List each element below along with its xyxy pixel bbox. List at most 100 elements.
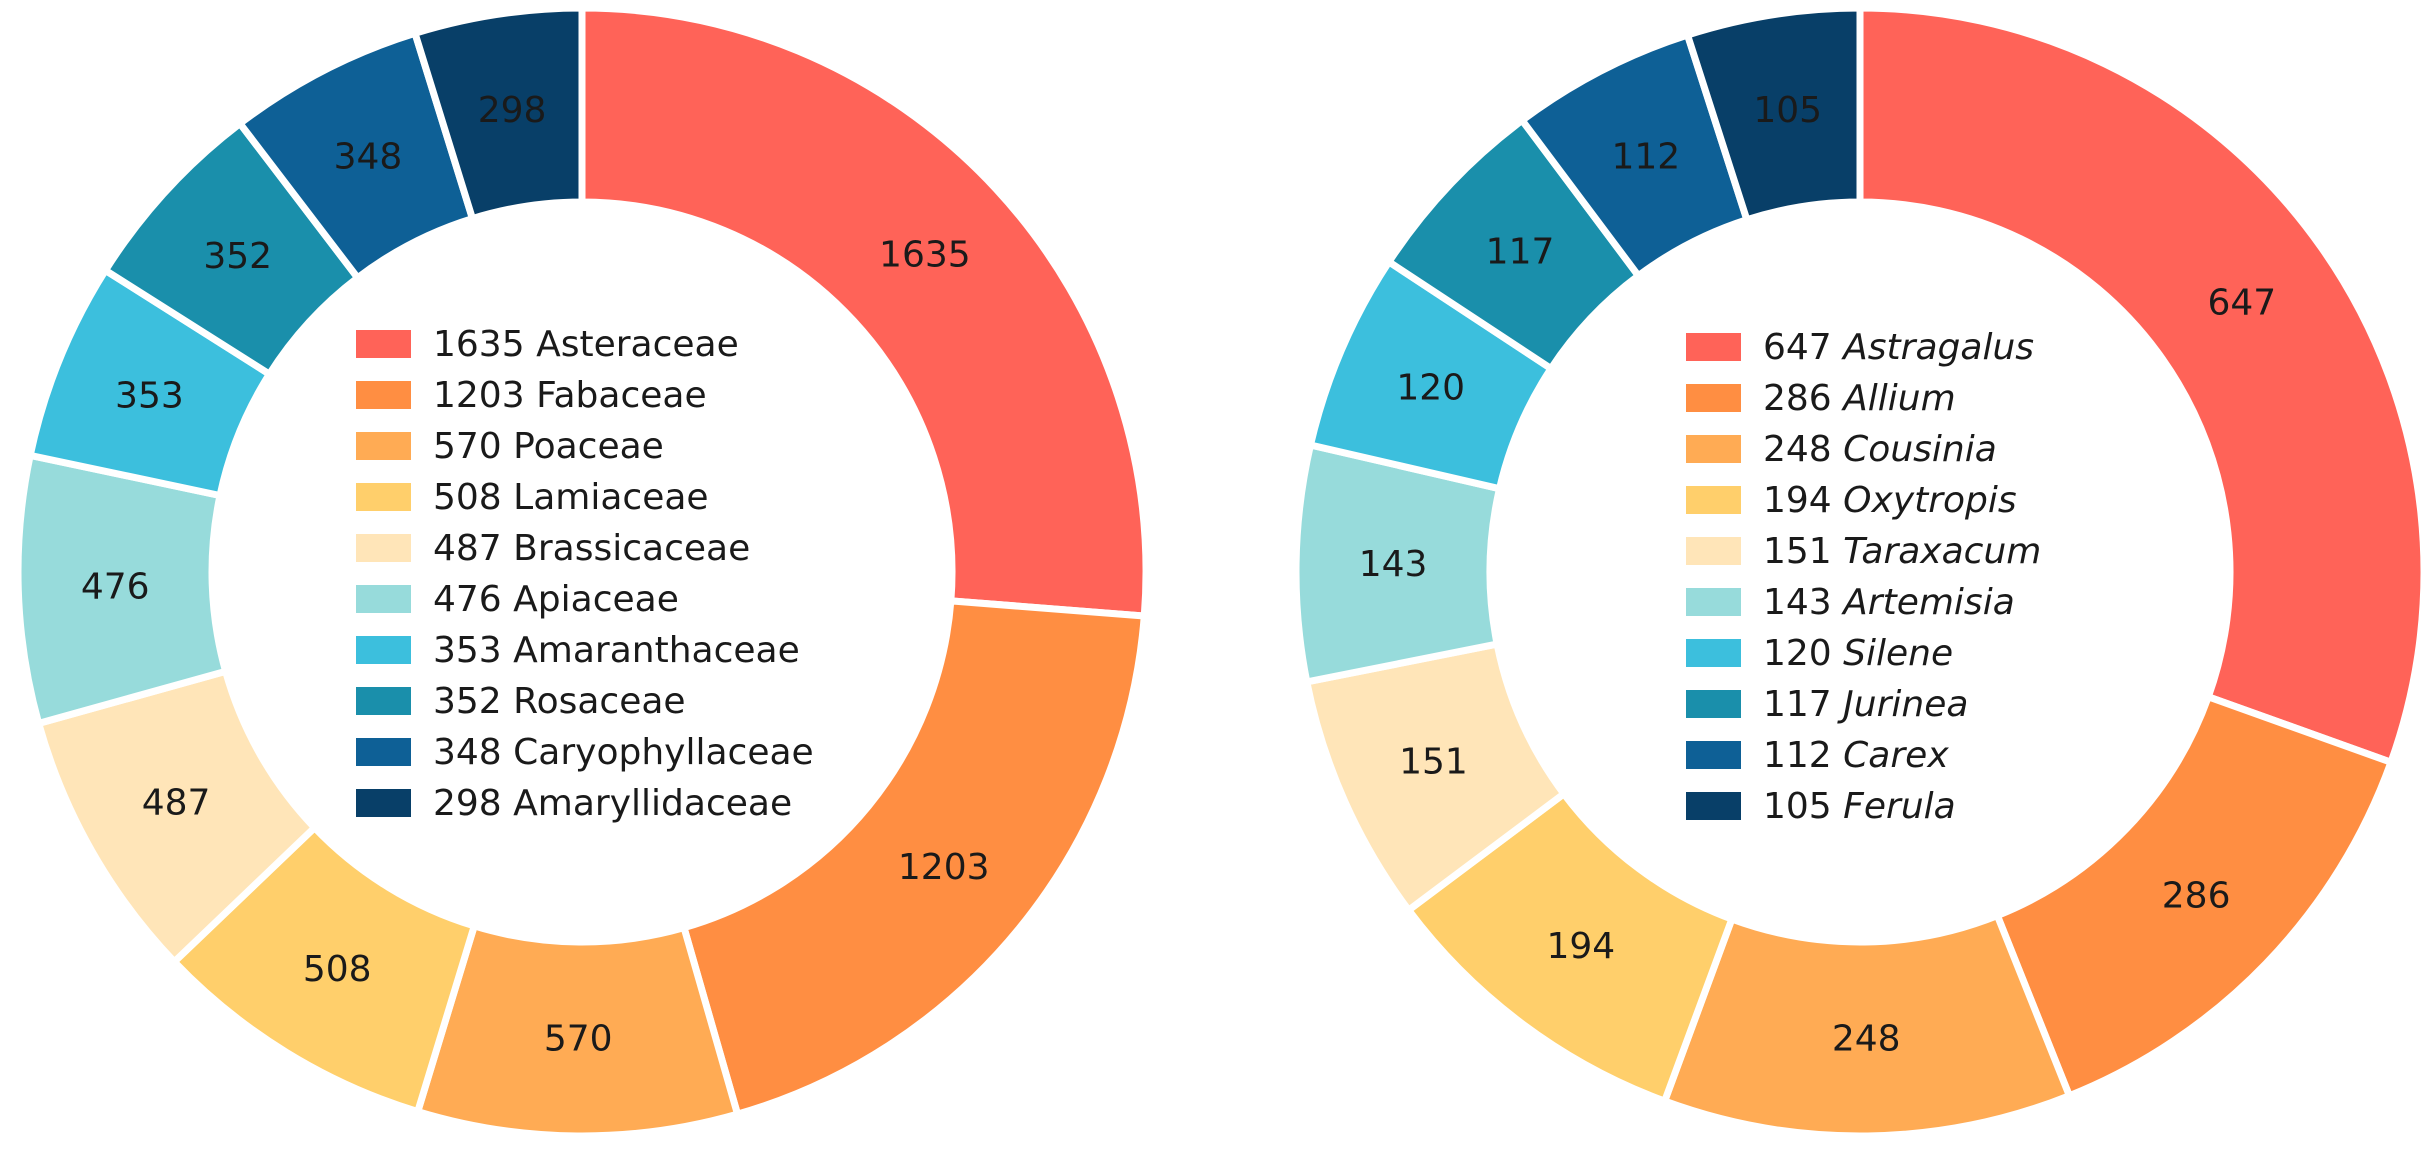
slice-amaryllidaceae [410,4,586,223]
slice-value-label: 143 [1359,544,1428,585]
slice-value-label: 348 [334,136,403,177]
legend-swatch [1686,384,1741,412]
legend-label: Carex [1843,735,1949,776]
legend-swatch [1686,588,1741,616]
slice-value-label: 570 [544,1018,613,1059]
slice-value-label: 487 [142,782,211,823]
legend-label: Asteraceae [536,324,739,365]
legend-swatch [356,687,411,715]
legend-swatch [1686,435,1741,463]
legend-swatch [1686,741,1741,769]
legend-label: Rosaceae [513,681,685,722]
legend-label: Silene [1843,633,1953,674]
legend-swatch [1686,690,1741,718]
legend-label: Fabaceae [536,375,707,416]
slice-allium [1992,692,2396,1101]
legend-label: Amaranthaceae [513,630,800,671]
legend-entry-asteraceae: 1635 Asteraceae [433,324,739,365]
legend-swatch [356,330,411,358]
legend-label: Allium [1841,378,1956,419]
slice-value-label: 105 [1753,90,1822,131]
legend-label: Apiaceae [513,579,679,620]
legend-value: 508 [433,477,502,518]
legend-entry-brassicaceae: 487 Brassicaceae [433,528,750,569]
legend-label: Poaceae [513,426,664,467]
legend-entry-lamiaceae: 508 Lamiaceae [433,477,709,518]
legend-swatch [356,432,411,460]
slice-value-label: 194 [1546,926,1615,967]
legend-entry-caryophyllaceae: 348 Caryophyllaceae [433,732,814,773]
legend-label: Oxytropis [1843,480,2017,521]
slice-value-label: 353 [115,376,184,417]
legend-value: 112 [1763,735,1832,776]
legend-entry-rosaceae: 352 Rosaceae [433,681,686,722]
legend-value: 487 [433,528,502,569]
legend-swatch [1686,792,1741,820]
legend-value: 151 [1763,531,1832,572]
legend-swatch [356,534,411,562]
legend-value: 105 [1763,786,1832,827]
legend-value: 353 [433,630,502,671]
legend-value: 298 [433,783,502,824]
legend-entry-silene: 120 Silene [1763,633,1953,674]
legend-swatch [356,585,411,613]
donut-chart-families: 1635 1203 570 508 487 476 353 352 348 298 1635 Ast… [14,4,1150,1140]
legend-swatch [1686,537,1741,565]
slice-value-label: 647 [2208,283,2277,324]
legend-label: Caryophyllaceae [513,732,814,773]
legend-value: 348 [433,732,502,773]
legend-value: 1203 [433,375,525,416]
slice-astragalus [1856,4,2421,767]
legend-swatch [356,789,411,817]
legend-value: 143 [1763,582,1832,623]
legend-entry-amaranthaceae: 353 Amaranthaceae [433,630,800,671]
legend-label: Ferula [1843,786,1956,827]
legend-value: 286 [1763,378,1832,419]
legend-swatch [356,636,411,664]
legend-value: 117 [1763,684,1832,725]
slice-value-label: 117 [1486,231,1555,272]
legend-label: Lamiaceae [513,477,708,518]
legend-entry-ferula: 105 Ferula [1763,786,1956,827]
legend-value: 476 [433,579,502,620]
legend-entry-artemisia: 143 Artemisia [1763,582,2015,623]
legend-entry-fabaceae: 1203 Fabaceae [433,375,707,416]
slice-value-label: 151 [1399,742,1468,783]
legend-entry-allium: 286 Allium [1763,378,1956,419]
legend-label: Cousinia [1843,429,1997,470]
legend-swatch [1686,486,1741,514]
legend-value: 352 [433,681,502,722]
legend-entry-taraxacum: 151 Taraxacum [1763,531,2041,572]
legend-label: Taraxacum [1843,531,2041,572]
legend-value: 570 [433,426,502,467]
slice-fabaceae [679,597,1149,1119]
slice-value-label: 352 [203,236,272,277]
legend-entry-apiaceae: 476 Apiaceae [433,579,679,620]
legend-swatch [1686,333,1741,361]
legend-entry-jurinea: 117 Jurinea [1763,684,1968,725]
slice-asteraceae [578,4,1150,620]
slice-value-label: 476 [81,566,150,607]
legend-entry-cousinia: 248 Cousinia [1763,429,1997,470]
slice-value-label: 508 [303,949,372,990]
slice-value-label: 248 [1832,1018,1901,1059]
legend-value: 194 [1763,480,1832,521]
legend-swatch [356,483,411,511]
legend-label: Astragalus [1841,327,2034,368]
legend-label: Artemisia [1841,582,2015,623]
slice-value-label: 120 [1396,368,1465,409]
legend-entry-poaceae: 570 Poaceae [433,426,664,467]
legend-swatch [1686,639,1741,667]
slice-ferula [1683,4,1864,225]
donut-chart-genera: 647 286 248 194 151 143 120 117 112 105 647 Astrag… [1292,4,2421,1140]
slice-value-label: 1635 [879,234,971,275]
legend-entry-astragalus: 647 Astragalus [1763,327,2034,368]
legend-value: 120 [1763,633,1832,674]
slice-value-label: 112 [1611,137,1680,178]
legend-value: 1635 [433,324,525,365]
legend-entry-oxytropis: 194 Oxytropis [1763,480,2017,521]
legend-label: Jurinea [1837,684,1968,725]
slice-value-label: 286 [2162,876,2231,917]
legend-entry-amaryllidaceae: 298 Amaryllidaceae [433,783,792,824]
